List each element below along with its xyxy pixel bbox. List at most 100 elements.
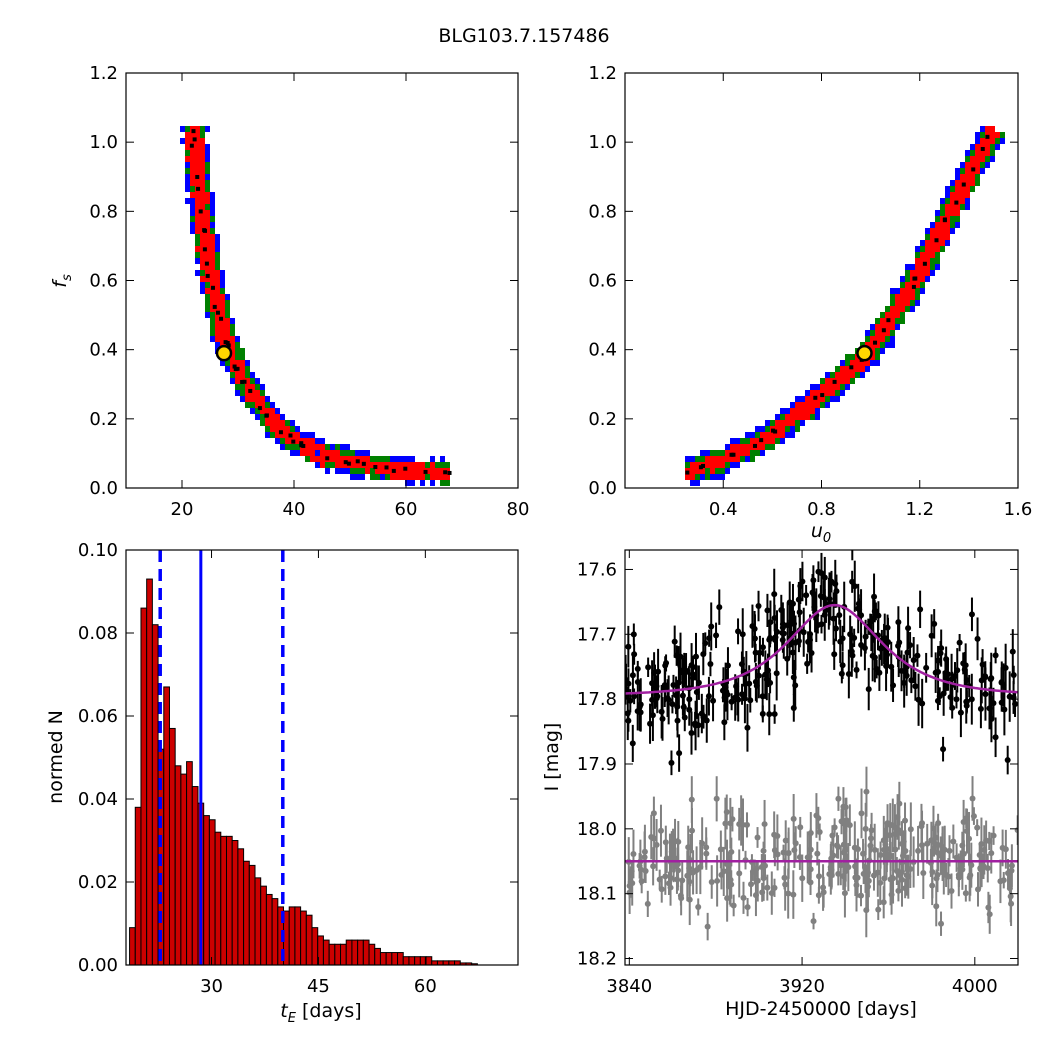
sigma2-cell	[235, 348, 240, 354]
residuals-point	[736, 870, 743, 877]
residuals-point	[785, 890, 792, 897]
sigma1-cell	[285, 438, 290, 444]
sigma1-cell	[775, 432, 780, 438]
data-point	[836, 612, 843, 619]
histogram-bar	[425, 956, 433, 966]
histogram-bar	[288, 906, 296, 966]
sigma3-cell	[735, 438, 740, 444]
data-point	[805, 638, 812, 645]
data-point	[858, 612, 865, 619]
y-tick-label: 0.2	[89, 409, 118, 430]
sigma1-cell	[760, 444, 765, 450]
sigma3-cell	[225, 366, 230, 372]
sigma3-cell	[265, 396, 270, 402]
data-point	[679, 692, 686, 699]
histogram-bar	[362, 939, 370, 966]
residuals-point	[760, 875, 767, 882]
sample-pixel	[195, 174, 200, 179]
sample-pixel	[849, 365, 854, 370]
sigma3-cell	[835, 396, 840, 402]
sigma2-cell	[950, 186, 955, 192]
data-point	[630, 631, 637, 638]
sigma1-cell	[850, 372, 855, 378]
sigma3-cell	[865, 366, 870, 372]
data-point	[625, 680, 632, 687]
data-point	[982, 691, 989, 698]
sigma1-cell	[205, 288, 210, 294]
sigma2-cell	[990, 150, 995, 156]
panel-light-curve: 3840 3920 4000 17.6 17.7 17.8 17.9 18.0 18.1 18.2…	[541, 549, 1019, 1020]
residuals-point	[657, 827, 664, 834]
sigma3-cell	[440, 456, 445, 462]
sigma1-cell	[320, 444, 325, 450]
y-tick-label: 18.1	[577, 884, 617, 905]
sigma3-cell	[730, 462, 735, 468]
sigma1-cell	[205, 228, 210, 234]
histogram-bar	[311, 927, 319, 966]
sigma3-cell	[690, 480, 695, 486]
sigma3-cell	[790, 426, 795, 432]
sigma1-cell	[780, 432, 785, 438]
sigma1-cell	[215, 282, 220, 288]
sigma2-cell	[915, 288, 920, 294]
sigma3-cell	[915, 246, 920, 252]
y-tick-label: 0.6	[588, 271, 617, 292]
sigma1-cell	[805, 408, 810, 414]
sigma3-cell	[180, 126, 185, 132]
residuals-point	[764, 884, 771, 891]
sigma1-cell	[725, 450, 730, 456]
data-point	[708, 623, 715, 630]
sigma2-cell	[345, 450, 350, 456]
sigma3-cell	[360, 474, 365, 480]
residuals-point	[880, 899, 887, 906]
sigma1-cell	[210, 276, 215, 282]
sigma2-cell	[795, 420, 800, 426]
y-axis-label: fs	[49, 274, 75, 288]
sigma1-cell	[195, 192, 200, 198]
histogram-bar	[208, 819, 216, 966]
sigma3-cell	[700, 474, 705, 480]
histogram-bar	[174, 765, 182, 966]
sample-pixel	[391, 468, 396, 473]
residuals-point	[853, 882, 860, 889]
histogram-bar	[328, 943, 336, 966]
sigma1-cell	[415, 462, 420, 468]
data-point	[828, 578, 835, 585]
y-tick-label: 17.7	[577, 624, 617, 645]
sigma1-cell	[315, 456, 320, 462]
residuals-point	[1008, 862, 1015, 869]
sigma1-cell	[195, 222, 200, 228]
x-tick-label: 40	[283, 499, 306, 520]
residuals-point	[978, 840, 985, 847]
sigma2-cell	[720, 450, 725, 456]
sigma1-cell	[190, 126, 195, 132]
sigma3-cell	[220, 270, 225, 276]
data-point	[688, 730, 695, 737]
sigma1-cell	[400, 462, 405, 468]
sigma2-cell	[245, 366, 250, 372]
sigma1-cell	[975, 144, 980, 150]
plot-frame	[125, 72, 519, 489]
data-point	[764, 667, 771, 674]
data-point	[910, 657, 917, 664]
data-point	[677, 653, 684, 660]
sigma1-cell	[385, 462, 390, 468]
sigma3-cell	[310, 432, 315, 438]
sample-pixel	[210, 285, 215, 290]
sigma1-cell	[735, 456, 740, 462]
sigma2-cell	[900, 312, 905, 318]
x-tick-label: 0.4	[709, 499, 738, 520]
sigma1-cell	[230, 354, 235, 360]
sigma1-cell	[400, 474, 405, 480]
residuals-point	[662, 873, 669, 880]
y-tick-label: 0.08	[78, 623, 118, 644]
sigma2-cell	[185, 168, 190, 174]
sigma1-cell	[190, 168, 195, 174]
sigma1-cell	[225, 336, 230, 342]
residuals-point	[946, 847, 953, 854]
data-point	[831, 651, 838, 658]
data-point	[992, 734, 999, 741]
sample-pixel	[759, 438, 764, 443]
histogram-bar	[225, 835, 233, 966]
sigma1-cell	[200, 198, 205, 204]
